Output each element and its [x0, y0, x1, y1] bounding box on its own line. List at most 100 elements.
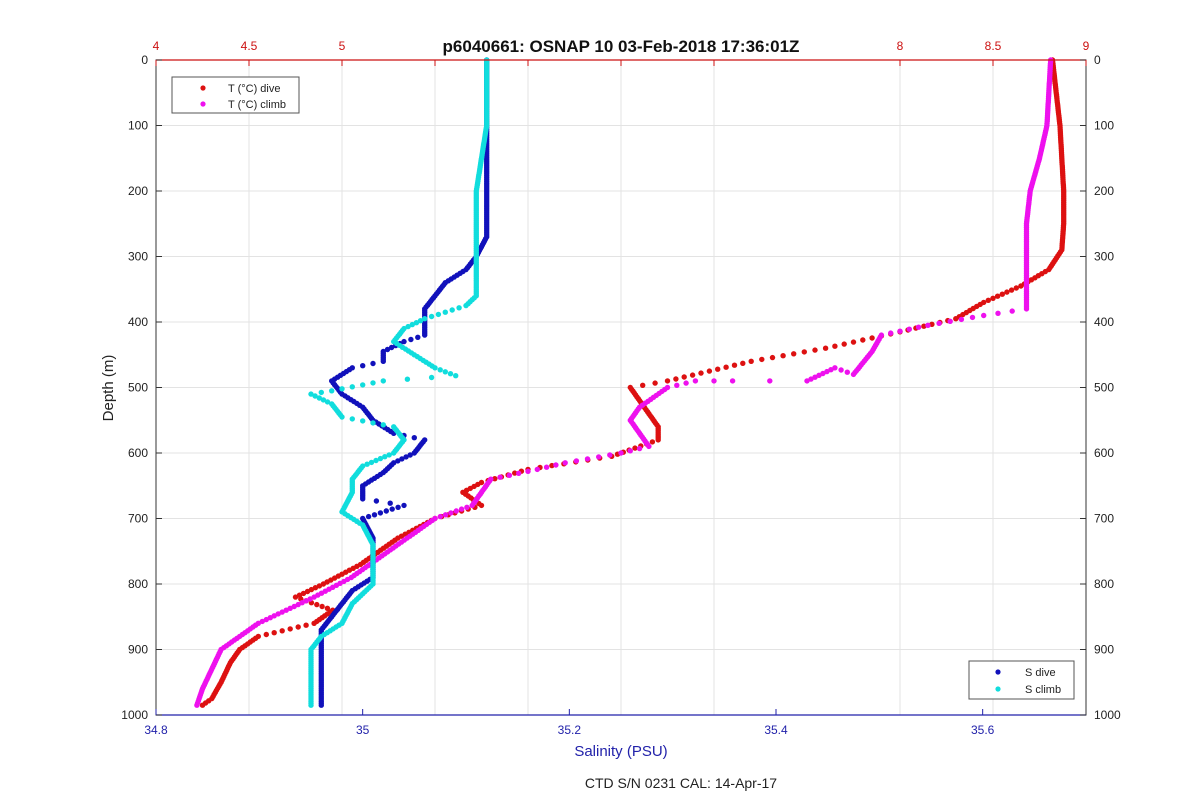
x-tick-label-top: 8.5	[985, 39, 1002, 53]
data-point	[408, 336, 414, 343]
x-tick-label-top: 9	[1083, 39, 1090, 53]
data-point	[801, 349, 807, 355]
data-point	[371, 512, 378, 518]
y-tick-label-right: 200	[1094, 184, 1114, 198]
y-tick-label-left: 700	[128, 512, 148, 526]
data-point	[275, 611, 281, 617]
data-point	[985, 297, 991, 303]
data-point	[652, 380, 658, 386]
data-point	[812, 374, 818, 380]
data-point	[401, 338, 407, 345]
data-point	[409, 321, 415, 328]
data-point	[464, 504, 470, 510]
data-point	[822, 345, 829, 351]
data-point	[447, 371, 454, 377]
y-tick-label-left: 800	[128, 577, 148, 591]
data-point	[729, 378, 736, 384]
data-point	[389, 506, 395, 512]
data-point	[349, 384, 355, 390]
data-point	[422, 332, 428, 338]
data-point	[715, 366, 721, 372]
data-point	[279, 628, 285, 634]
legend-temperature: T (°C) dive T (°C) climb	[171, 76, 300, 114]
data-point	[312, 393, 318, 399]
data-point	[360, 382, 366, 388]
data-point	[698, 370, 704, 376]
data-point	[373, 457, 379, 464]
data-point	[816, 372, 822, 378]
y-tick-label-right: 700	[1094, 512, 1114, 526]
data-point	[906, 326, 912, 332]
data-point	[377, 455, 384, 462]
y-tick-label-left: 0	[141, 53, 148, 67]
data-point	[888, 330, 894, 336]
data-point	[320, 581, 327, 587]
data-point	[395, 458, 401, 464]
data-point	[458, 506, 465, 512]
y-tick-label-left: 300	[128, 250, 148, 264]
series-t-c-climb	[194, 57, 1054, 708]
data-point	[1023, 306, 1030, 312]
data-point	[442, 369, 448, 375]
y-tick-label-left: 900	[128, 643, 148, 657]
data-point	[382, 454, 388, 460]
data-point	[413, 320, 420, 326]
data-point	[999, 291, 1005, 297]
data-point	[287, 626, 293, 632]
data-point	[388, 344, 395, 351]
data-point	[632, 445, 638, 451]
data-point	[627, 448, 633, 454]
data-point	[370, 380, 376, 386]
data-point	[365, 513, 372, 520]
data-point	[292, 594, 299, 600]
data-point	[318, 702, 324, 708]
data-point	[1004, 289, 1010, 295]
y-tick-label-right: 500	[1094, 381, 1114, 395]
data-point	[283, 607, 289, 613]
series-s-climb	[308, 57, 490, 708]
data-point	[404, 376, 411, 382]
data-point	[995, 310, 1001, 316]
data-point	[428, 374, 435, 381]
y-tick-label-left: 600	[128, 446, 148, 460]
x-tick-label-bottom: 35.2	[558, 723, 582, 737]
series-layer	[194, 57, 1067, 708]
data-point	[673, 376, 679, 382]
data-point	[640, 382, 646, 388]
data-point	[370, 360, 376, 367]
y-tick-label-right: 1000	[1094, 708, 1121, 722]
data-point	[360, 363, 366, 369]
y-axis-label: Depth (m)	[100, 355, 117, 422]
data-point	[994, 293, 1001, 299]
data-point	[463, 302, 469, 309]
data-point	[368, 459, 375, 466]
data-point	[401, 502, 407, 509]
x-axis-label-bottom: Salinity (PSU)	[574, 743, 667, 760]
legend-label-t-climb: T (°C) climb	[228, 99, 286, 111]
data-point	[573, 458, 580, 464]
data-point	[411, 435, 417, 441]
data-point	[453, 508, 459, 514]
data-point	[767, 378, 773, 384]
data-point	[442, 309, 448, 315]
data-point	[584, 456, 591, 462]
data-point	[832, 343, 838, 349]
data-point	[915, 324, 922, 330]
data-point	[442, 512, 449, 518]
data-point	[405, 323, 411, 330]
data-point	[723, 364, 729, 370]
data-point	[525, 468, 531, 474]
data-point	[706, 368, 713, 374]
data-point	[607, 452, 613, 458]
y-tick-label-left: 400	[128, 315, 148, 329]
data-point	[812, 347, 818, 353]
data-point	[437, 367, 443, 373]
data-point	[380, 378, 386, 384]
data-point	[731, 362, 738, 368]
data-point	[1009, 308, 1015, 314]
data-point	[478, 502, 485, 509]
data-point	[850, 371, 857, 378]
data-point	[364, 461, 370, 467]
data-point	[492, 476, 498, 482]
data-point	[448, 510, 454, 516]
